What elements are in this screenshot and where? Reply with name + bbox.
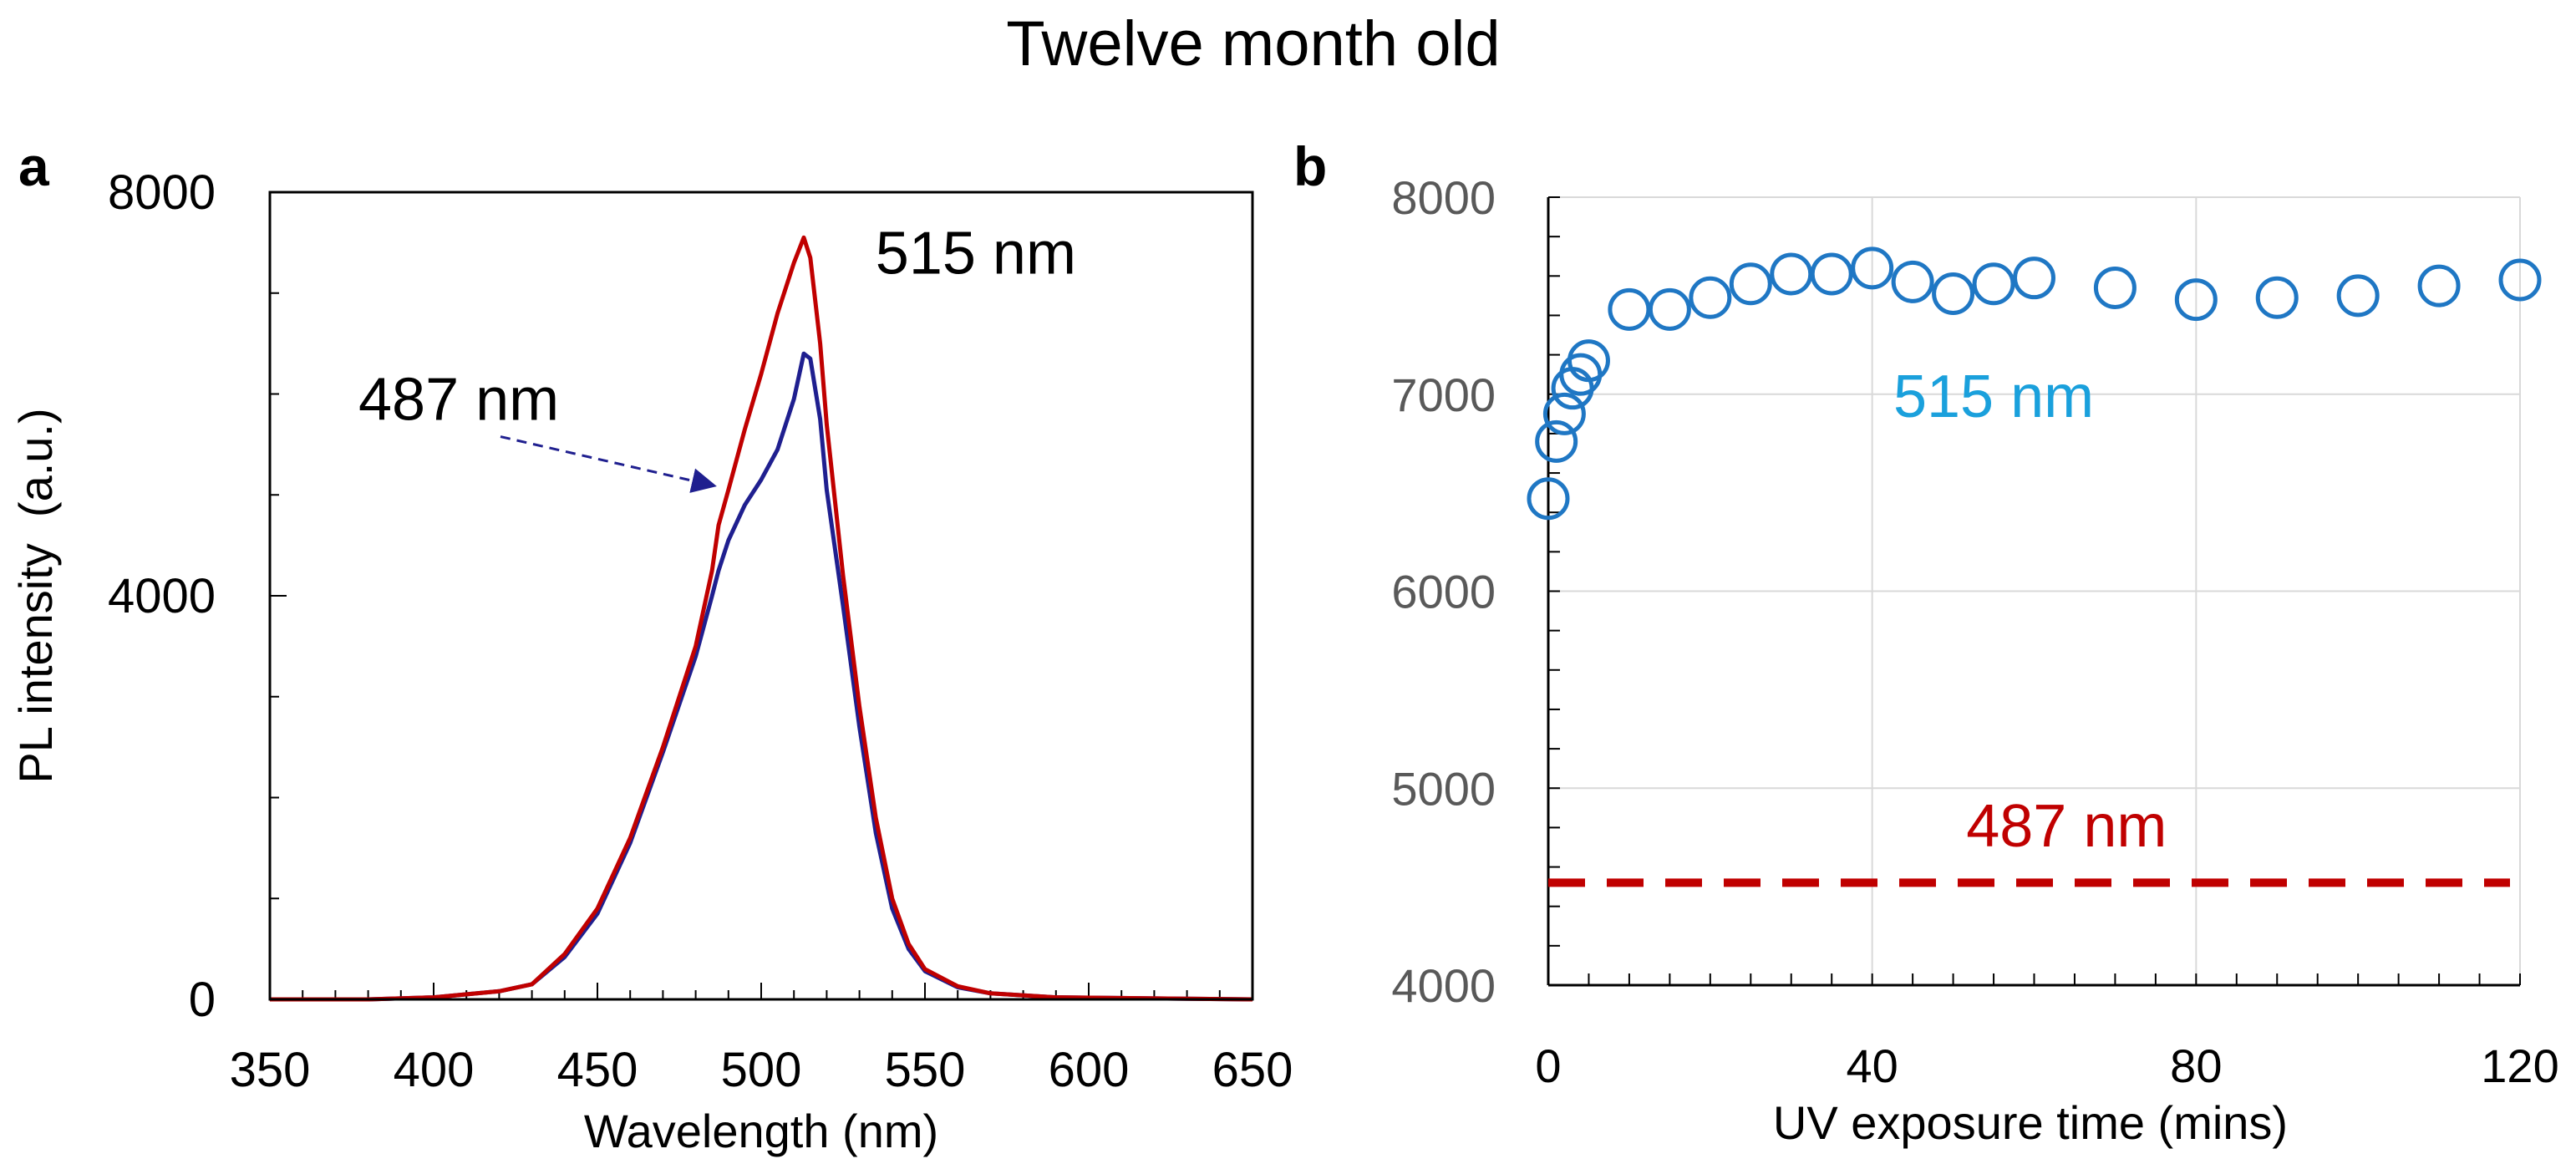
panel-a-x-axis-label: Wavelength (nm) bbox=[584, 1105, 938, 1157]
spectrum-line-blue bbox=[270, 351, 1253, 1002]
data-point-515 bbox=[2336, 274, 2380, 318]
panel-a-label: a bbox=[18, 135, 50, 197]
spectrum-line-red bbox=[270, 235, 1253, 1002]
series-515-label: 515 nm bbox=[1893, 363, 2094, 430]
data-point-515 bbox=[2093, 266, 2137, 309]
data-point-515 bbox=[1689, 276, 1732, 319]
data-point-515 bbox=[1810, 252, 1853, 296]
data-point-515 bbox=[1608, 287, 1651, 331]
panel-a-x-tick-label: 500 bbox=[721, 1043, 802, 1097]
panel-b-y-tick-label: 7000 bbox=[1391, 368, 1496, 421]
panel-b-x-tick-label: 0 bbox=[1535, 1039, 1561, 1092]
panel-b-series bbox=[1527, 247, 2542, 887]
panel-b-y-tick-label: 6000 bbox=[1391, 566, 1496, 618]
data-point-515 bbox=[1851, 247, 1894, 290]
data-point-515 bbox=[1542, 392, 1586, 435]
shoulder-487-label: 487 nm bbox=[358, 367, 559, 434]
panel-a-x-tick-label: 650 bbox=[1212, 1043, 1293, 1097]
panel-a-y-tick-labels: 0 4000 8000 bbox=[108, 165, 216, 1027]
data-point-515 bbox=[1527, 477, 1570, 521]
data-point-515 bbox=[1567, 339, 1610, 383]
data-point-515 bbox=[2417, 264, 2461, 307]
panel-b-x-tick-label: 120 bbox=[2481, 1039, 2558, 1092]
data-point-515 bbox=[2174, 278, 2218, 322]
data-point-515 bbox=[2013, 257, 2055, 300]
panel-a-tick-marks bbox=[269, 191, 1253, 1000]
panel-a-plot-frame bbox=[268, 191, 1254, 1001]
data-point-515 bbox=[1891, 260, 1934, 303]
panel-a-y-tick-label: 0 bbox=[189, 973, 216, 1027]
data-point-515 bbox=[2255, 276, 2299, 319]
data-point-515 bbox=[2498, 258, 2542, 302]
panel-b-x-axis-label: UV exposure time (mins) bbox=[1773, 1096, 2288, 1149]
shoulder-487-arrow bbox=[500, 435, 717, 493]
series-487-label: 487 nm bbox=[1966, 793, 2167, 860]
panel-a: a 0 4000 8000 350 400 450 500 550 600 650 PL int… bbox=[9, 135, 1293, 1157]
data-point-515 bbox=[1648, 287, 1691, 331]
data-point-515 bbox=[1729, 262, 1772, 306]
panel-a-x-tick-label: 550 bbox=[885, 1043, 966, 1097]
panel-b-x-tick-label: 40 bbox=[1847, 1039, 1898, 1092]
panel-a-x-tick-label: 350 bbox=[230, 1043, 311, 1097]
panel-b-y-tick-label: 4000 bbox=[1391, 959, 1496, 1012]
peak-515-label: 515 nm bbox=[876, 220, 1076, 287]
panel-b-label: b bbox=[1293, 135, 1327, 197]
panel-a-y-tick-label: 8000 bbox=[108, 165, 216, 220]
panel-a-x-tick-label: 600 bbox=[1049, 1043, 1130, 1097]
panel-a-y-axis-label: PL intensity (a.u.) bbox=[9, 408, 62, 783]
panel-b-y-tick-label: 5000 bbox=[1391, 762, 1496, 815]
panel-b-gridlines bbox=[1548, 196, 2521, 985]
data-point-515 bbox=[1972, 262, 2015, 306]
panel-a-x-tick-labels: 350 400 450 500 550 600 650 bbox=[230, 1043, 1293, 1097]
data-point-515 bbox=[1770, 252, 1813, 296]
data-point-515 bbox=[1535, 419, 1578, 463]
panel-a-x-tick-label: 450 bbox=[557, 1043, 638, 1097]
data-point-515 bbox=[1932, 272, 1975, 316]
data-point-515 bbox=[1551, 367, 1594, 410]
panel-b-x-tick-label: 80 bbox=[2170, 1039, 2222, 1092]
panel-b-y-tick-label: 8000 bbox=[1391, 171, 1496, 224]
panel-a-x-tick-label: 400 bbox=[394, 1043, 475, 1097]
data-point-515 bbox=[1559, 353, 1603, 396]
panel-b: b 4000 5000 6000 7000 8000 0 40 80 120 515 nm 4… bbox=[1293, 135, 2559, 1149]
panel-b-y-tick-labels: 4000 5000 6000 7000 8000 bbox=[1391, 171, 1496, 1012]
panel-a-series bbox=[270, 235, 1253, 1002]
figure-title: Twelve month old bbox=[1006, 8, 1500, 79]
panel-a-y-tick-label: 4000 bbox=[108, 569, 216, 623]
panel-a-annotations: 515 nm 487 nm bbox=[358, 220, 1076, 493]
panel-b-x-tick-labels: 0 40 80 120 bbox=[1535, 1039, 2558, 1092]
